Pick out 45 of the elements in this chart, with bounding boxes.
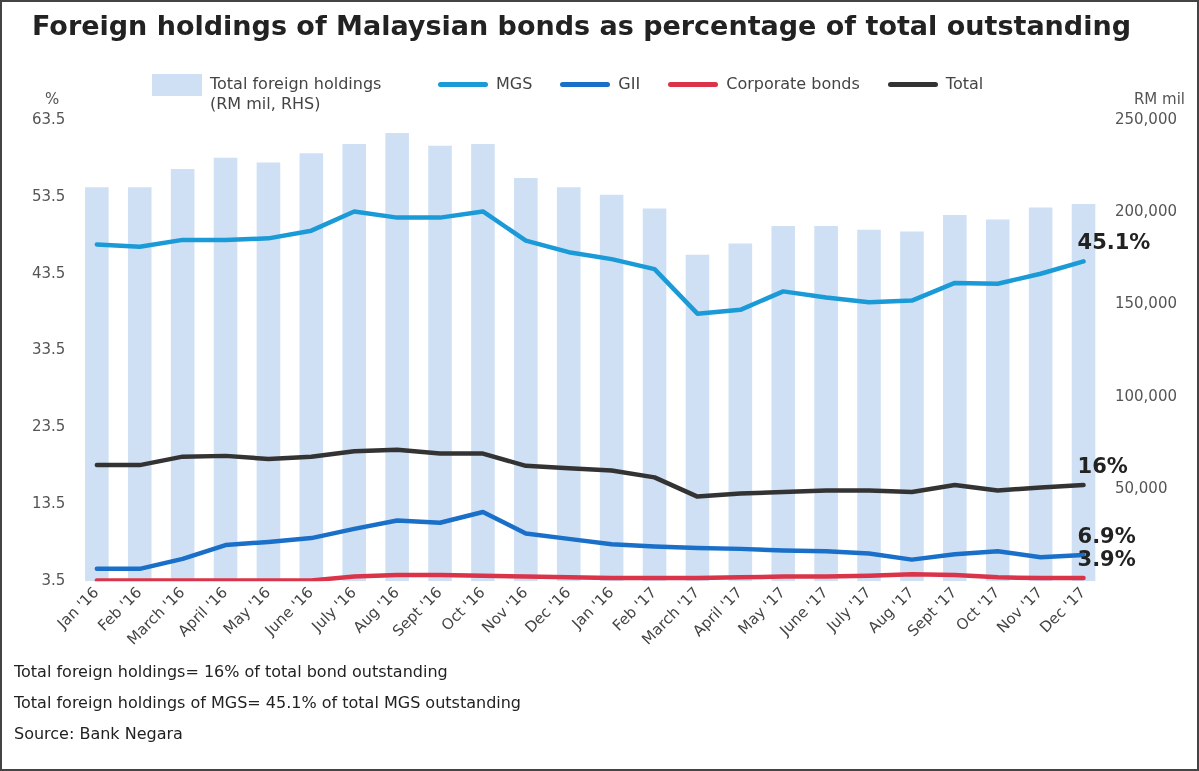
source-note: Source: Bank Negara <box>14 724 184 743</box>
bar <box>771 226 796 582</box>
legend-label: MGS <box>496 74 533 93</box>
y-tick-label: 63.5 <box>31 109 66 128</box>
y-tick-label: 43.5 <box>31 263 66 282</box>
legend-label: Corporate bonds <box>726 74 860 93</box>
bar <box>985 219 1010 582</box>
bar <box>900 231 924 582</box>
bar <box>385 132 409 582</box>
y2-tick-label: 50,000 <box>1114 478 1168 497</box>
y-tick-label: 3.5 <box>41 571 66 590</box>
bar <box>556 187 581 582</box>
legend-label: GII <box>618 74 641 93</box>
bar <box>514 178 538 582</box>
bar <box>642 208 667 582</box>
y-tick-label: 33.5 <box>31 340 66 359</box>
bar <box>428 145 452 582</box>
bar <box>728 243 753 582</box>
data-label: 3.9% <box>1077 547 1136 572</box>
y2-tick-label: 100,000 <box>1114 386 1177 405</box>
y2-tick-label: 200,000 <box>1114 202 1177 221</box>
text: Total foreign holdings= 16% of total bond outstanding <box>14 662 449 681</box>
bar <box>1028 207 1053 582</box>
y-tick-label: 13.5 <box>31 494 66 513</box>
text: Total foreign holdings of MGS= 45.1% of total MGS outstanding <box>14 693 522 712</box>
y-tick-label: 23.5 <box>31 417 66 436</box>
bar <box>471 143 495 582</box>
data-label: 16% <box>1077 454 1128 479</box>
chart-title: Foreign holdings of Malaysian bonds as percentage of total outstanding <box>32 10 1131 41</box>
bar <box>857 229 881 582</box>
y-axis-title: % <box>44 90 60 109</box>
bar <box>599 194 624 582</box>
bar <box>814 226 838 582</box>
y-tick-label: 53.5 <box>31 186 66 205</box>
bar <box>685 254 710 582</box>
data-label: 6.9% <box>1077 523 1136 548</box>
bar <box>342 143 367 582</box>
data-label: 45.1% <box>1077 230 1151 255</box>
legend-label: Total foreign holdings (RM mil, RHS) <box>210 74 383 114</box>
y2-tick-label: 250,000 <box>1114 109 1177 128</box>
bar <box>85 187 109 582</box>
y2-tick-label: 150,000 <box>1114 294 1177 313</box>
y2-axis-title: RM mil <box>1133 90 1185 109</box>
legend-label: Total <box>945 74 984 93</box>
bar <box>943 215 967 582</box>
